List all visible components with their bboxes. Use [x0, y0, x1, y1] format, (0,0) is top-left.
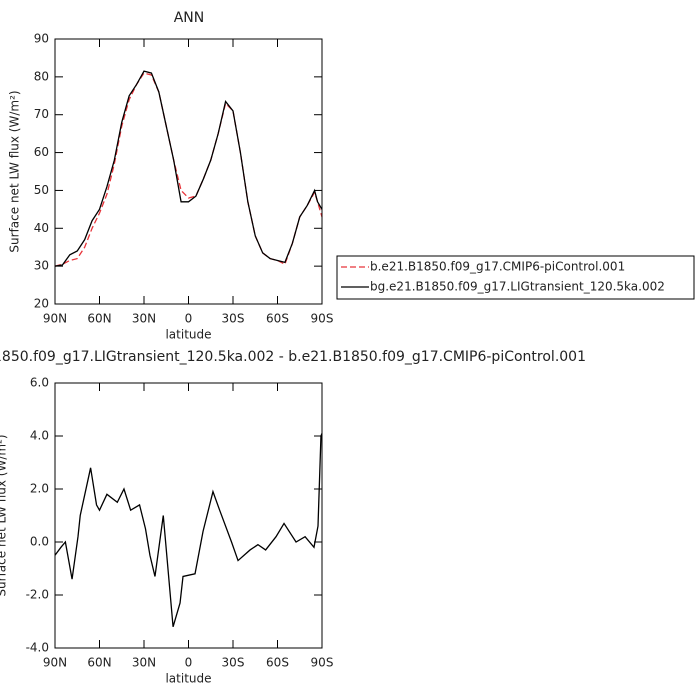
data-line	[54, 72, 323, 267]
y-tick-label: 70	[34, 107, 49, 121]
x-tick-label: 0	[185, 312, 193, 326]
x-tick-label: 90S	[311, 312, 334, 326]
x-tick-label: 60S	[266, 312, 289, 326]
y-tick-label: 20	[34, 297, 49, 311]
y-tick-label: -4.0	[26, 641, 49, 655]
legend-label: b.e21.B1850.f09_g17.CMIP6-piControl.001	[370, 260, 625, 274]
x-tick-label: 0	[185, 656, 193, 670]
legend-box	[336, 255, 695, 300]
data-line	[54, 433, 323, 627]
x-tick-label: 90S	[311, 656, 334, 670]
y-tick-label: 0.0	[30, 535, 49, 549]
y-tick-label: 60	[34, 145, 49, 159]
y-tick-label: 6.0	[30, 376, 49, 390]
y-tick-label: 2.0	[30, 482, 49, 496]
data-line	[54, 70, 323, 267]
x-tick-label: 60S	[266, 656, 289, 670]
y-tick-label: -2.0	[26, 588, 49, 602]
plot-frame	[54, 38, 323, 305]
x-tick-label: 60N	[87, 312, 111, 326]
plot-frame	[54, 382, 323, 649]
x-axis-label: latitude	[165, 672, 211, 686]
y-axis-label: Surface net LW flux (W/m²)	[0, 434, 9, 596]
x-axis-label: latitude	[165, 328, 211, 342]
x-tick-label: 30N	[132, 312, 156, 326]
y-tick-label: 80	[34, 69, 49, 83]
x-tick-label: 30S	[222, 312, 245, 326]
y-tick-label: 4.0	[30, 429, 49, 443]
legend-label: bg.e21.B1850.f09_g17.LIGtransient_120.5k…	[370, 280, 665, 294]
y-tick-label: 90	[34, 32, 49, 46]
y-tick-label: 30	[34, 259, 49, 273]
x-tick-label: 30N	[132, 656, 156, 670]
x-tick-label: 90N	[43, 312, 67, 326]
x-tick-label: 30S	[222, 656, 245, 670]
y-axis-label: Surface net LW flux (W/m²)	[8, 90, 22, 252]
y-tick-label: 40	[34, 221, 49, 235]
chart-title: ANN	[174, 10, 205, 26]
x-tick-label: 90N	[43, 656, 67, 670]
y-tick-label: 50	[34, 183, 49, 197]
x-tick-label: 60N	[87, 656, 111, 670]
chart-title: bg.e21.B1850.f09_g17.LIGtransient_120.5k…	[0, 349, 586, 365]
